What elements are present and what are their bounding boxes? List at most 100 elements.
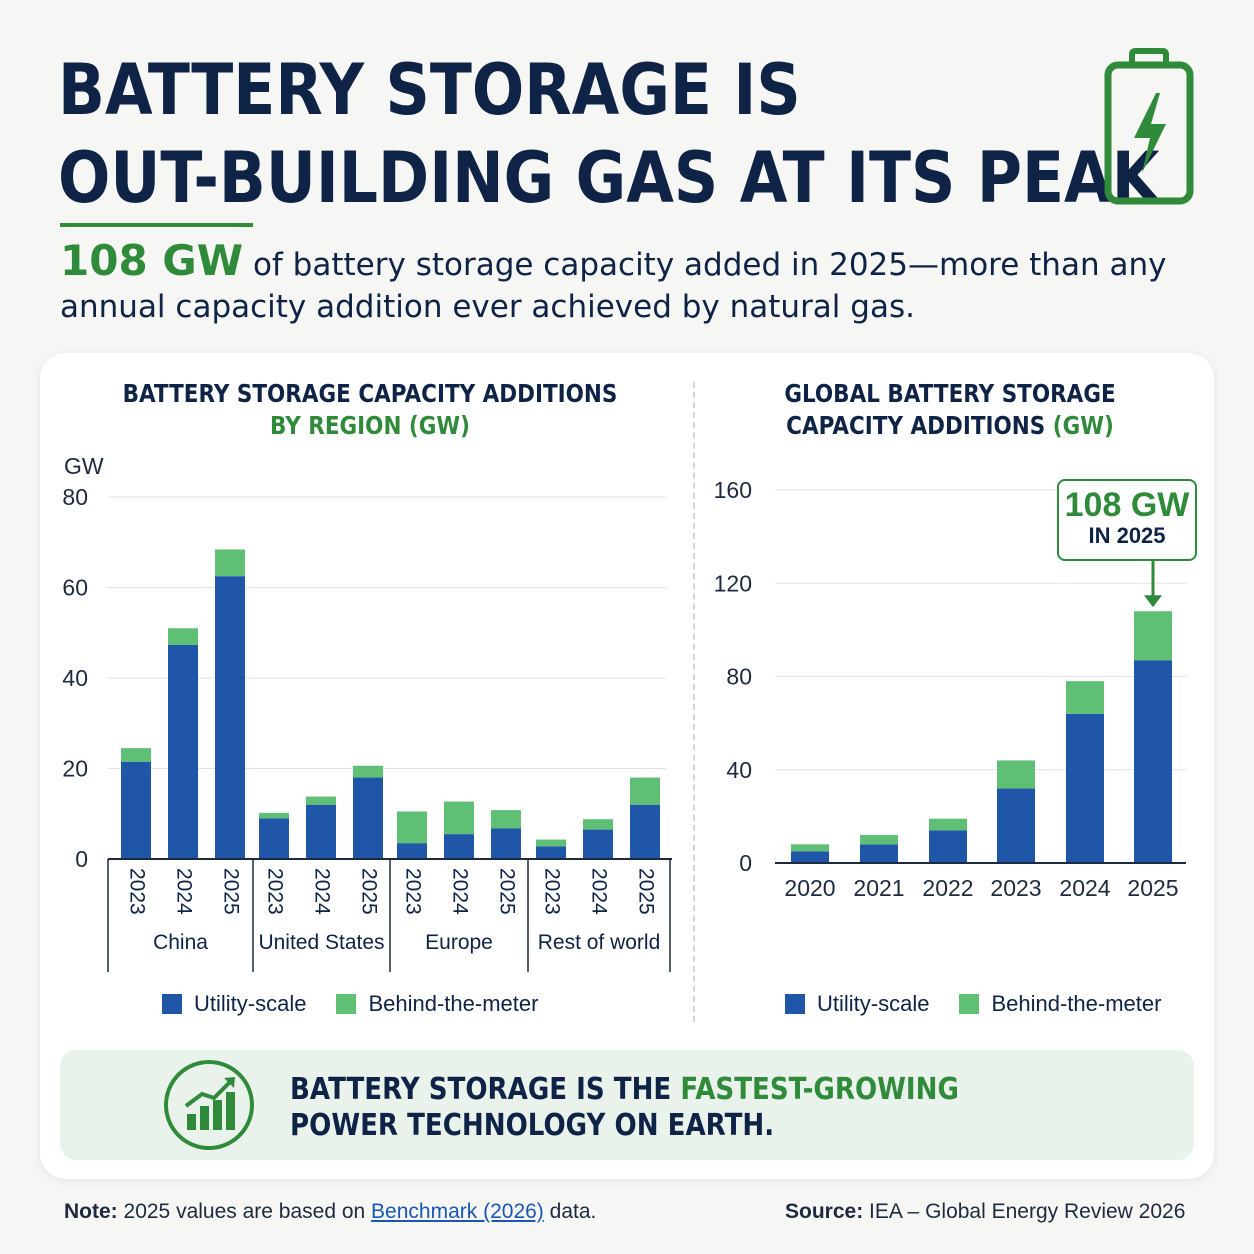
- region-chart-legend: Utility-scale Behind-the-meter: [162, 991, 538, 1017]
- bar-utility-scale: [997, 788, 1035, 863]
- legend-item-btm: Behind-the-meter: [959, 991, 1161, 1017]
- global-chart-title: GLOBAL BATTERY STORAGE CAPACITY ADDITION…: [752, 378, 1148, 442]
- bar-behind-the-meter: [397, 811, 427, 844]
- bar-behind-the-meter: [1134, 611, 1172, 661]
- bar-utility-scale: [168, 644, 198, 859]
- takeaway-prefix: BATTERY STORAGE IS THE: [290, 1072, 672, 1107]
- bar-utility-scale: [353, 777, 383, 859]
- legend-label-utility: Utility-scale: [817, 991, 930, 1016]
- bar-utility-scale: [791, 851, 829, 863]
- legend-swatch-utility: [162, 994, 182, 1014]
- footer-note-text-after: data.: [549, 1200, 597, 1223]
- bar-behind-the-meter: [306, 796, 336, 805]
- bar-utility-scale: [929, 830, 967, 863]
- takeaway-suffix: POWER TECHNOLOGY ON EARTH.: [290, 1108, 775, 1143]
- bar-behind-the-meter: [536, 839, 566, 847]
- subtitle: 108 GW of battery storage capacity added…: [60, 240, 1200, 328]
- annotation-arrowhead: [1144, 595, 1162, 608]
- legend-label-utility: Utility-scale: [194, 991, 307, 1016]
- bar-behind-the-meter: [491, 810, 521, 829]
- x-tick-label: 2025: [1127, 875, 1178, 901]
- x-tick-label: 2023: [263, 868, 286, 915]
- global-chart-title-line-2-suffix: (GW): [1052, 411, 1114, 440]
- global-chart-title-line-1: GLOBAL BATTERY STORAGE: [784, 379, 1116, 408]
- title-rule: [60, 223, 253, 227]
- legend-label-btm: Behind-the-meter: [368, 991, 539, 1016]
- group-label: China: [153, 931, 208, 954]
- bar-utility-scale: [121, 761, 151, 859]
- subtitle-highlight: 108 GW: [60, 236, 244, 285]
- bar-behind-the-meter: [1066, 681, 1104, 714]
- x-tick-label: 2024: [448, 868, 471, 915]
- x-tick-label: 2024: [310, 868, 333, 915]
- group-label: Europe: [425, 931, 493, 954]
- growth-chart-icon: [164, 1060, 254, 1150]
- bar-utility-scale: [491, 828, 521, 859]
- bar-behind-the-meter: [259, 812, 289, 819]
- annotation-callout: 108 GW IN 2025: [1057, 479, 1197, 561]
- legend-item-utility: Utility-scale: [785, 991, 929, 1017]
- legend-label-btm: Behind-the-meter: [991, 991, 1162, 1016]
- footer-source: Source: IEA – Global Energy Review 2026: [785, 1200, 1185, 1224]
- x-tick-label: 2025: [495, 868, 518, 915]
- x-tick-label: 2023: [125, 868, 148, 915]
- bar-behind-the-meter: [444, 801, 474, 835]
- y-tick-label: 80: [726, 664, 752, 690]
- title-line-2: OUT-BUILDING GAS AT ITS PEAK: [58, 137, 1160, 219]
- y-tick-label: 20: [62, 756, 88, 782]
- x-tick-label: 2023: [990, 875, 1041, 901]
- x-tick-label: 2023: [540, 868, 563, 915]
- bar-behind-the-meter: [791, 844, 829, 852]
- group-label: Rest of world: [538, 931, 661, 954]
- y-tick-label: 60: [62, 575, 88, 601]
- subtitle-text: of battery storage capacity added in 202…: [60, 247, 1167, 325]
- annotation-label: IN 2025: [1088, 523, 1166, 548]
- footer-source-label: Source:: [785, 1200, 864, 1223]
- y-tick-label: 40: [62, 665, 88, 691]
- bar-behind-the-meter: [630, 777, 660, 805]
- page-title: BATTERY STORAGE IS OUT-BUILDING GAS AT I…: [58, 46, 1160, 222]
- region-chart-title-line-2: BY REGION (GW): [270, 411, 470, 440]
- bar-utility-scale: [397, 843, 427, 859]
- title-line-1: BATTERY STORAGE IS: [58, 49, 801, 131]
- legend-swatch-btm: [959, 994, 980, 1014]
- bar-utility-scale: [536, 846, 566, 859]
- footer-note-text-before: 2025 values are based on: [123, 1200, 366, 1223]
- bar-behind-the-meter: [583, 819, 613, 830]
- benchmark-link[interactable]: Benchmark (2026): [371, 1200, 544, 1223]
- panel-divider: [693, 382, 695, 1022]
- takeaway-text: BATTERY STORAGE IS THE FASTEST-GROWING P…: [290, 1072, 1056, 1144]
- legend-swatch-btm: [336, 994, 357, 1014]
- legend-swatch-utility: [785, 994, 805, 1014]
- global-chart-legend: Utility-scale Behind-the-meter: [785, 991, 1161, 1017]
- footer-note: Note: 2025 values are based on Benchmark…: [64, 1200, 596, 1224]
- footer-source-text: IEA – Global Energy Review 2026: [869, 1200, 1186, 1223]
- bar-utility-scale: [860, 844, 898, 863]
- x-tick-label: 2024: [1059, 875, 1110, 901]
- bar-utility-scale: [259, 818, 289, 859]
- x-tick-label: 2020: [784, 875, 835, 901]
- bar-utility-scale: [630, 804, 660, 859]
- bar-behind-the-meter: [215, 549, 245, 577]
- global-chart-title-line-2: CAPACITY ADDITIONS (GW): [752, 410, 1148, 442]
- bar-utility-scale: [1134, 660, 1172, 863]
- global-chart-title-line-2-prefix: CAPACITY ADDITIONS: [786, 411, 1046, 440]
- footer-note-label: Note:: [64, 1200, 118, 1223]
- y-tick-label: 80: [62, 484, 88, 510]
- y-tick-label: 40: [726, 757, 752, 783]
- y-tick-label: 0: [75, 846, 88, 872]
- x-tick-label: 2022: [922, 875, 973, 901]
- x-tick-label: 2024: [587, 868, 610, 915]
- bar-behind-the-meter: [353, 765, 383, 778]
- x-tick-label: 2025: [357, 868, 380, 915]
- annotation-value: 108 GW: [1064, 486, 1190, 524]
- bar-behind-the-meter: [929, 818, 967, 831]
- region-chart-title-line-1: BATTERY STORAGE CAPACITY ADDITIONS: [122, 379, 618, 408]
- x-tick-label: 2021: [853, 875, 904, 901]
- group-label: United States: [258, 931, 384, 954]
- battery-bolt-icon: [1104, 48, 1194, 205]
- bar-utility-scale: [306, 804, 336, 859]
- bar-utility-scale: [583, 829, 613, 859]
